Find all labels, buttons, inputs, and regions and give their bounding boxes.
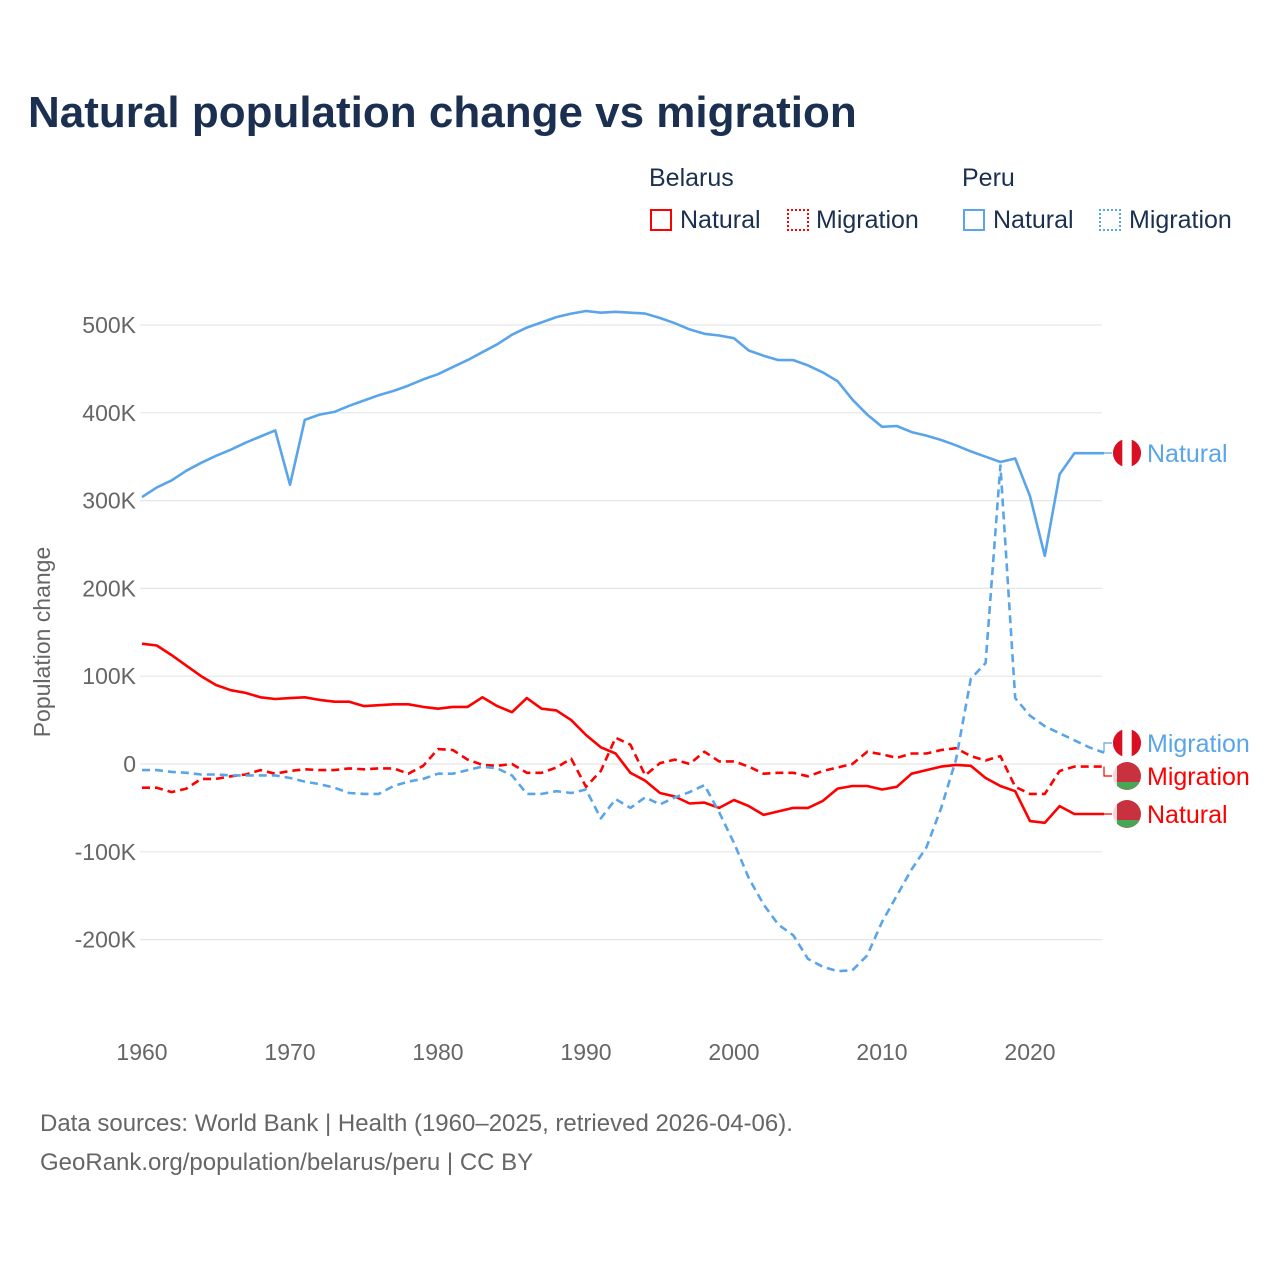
- series-end-label: Migration: [1147, 763, 1250, 791]
- y-tick-label: 100K: [82, 663, 136, 689]
- x-tick-label: 2020: [1004, 1039, 1055, 1065]
- legend-swatch-peru-natural: [963, 209, 985, 231]
- y-tick-label: -200K: [75, 927, 137, 953]
- series-line-peru-migration: [142, 464, 1105, 973]
- x-tick-label: 1970: [264, 1039, 315, 1065]
- source-line-2[interactable]: GeoRank.org/population/belarus/peru | CC…: [40, 1149, 534, 1176]
- flag-stripe: [1131, 729, 1142, 757]
- series-line-belarus-migration: [142, 736, 1104, 796]
- x-tick-label: 1990: [560, 1039, 611, 1065]
- flag-stripe: [1114, 820, 1140, 828]
- y-tick-label: 300K: [82, 488, 136, 514]
- legend-group-peru: Peru: [962, 164, 1015, 192]
- x-tick-label: 2010: [856, 1039, 907, 1065]
- y-tick-label: 500K: [82, 312, 136, 338]
- flag-stripe: [1131, 439, 1142, 467]
- y-tick-label: 400K: [82, 400, 136, 426]
- belarus-flag-icon: [1113, 800, 1141, 828]
- flag-stripe: [1114, 782, 1140, 790]
- peru-flag-icon: [1112, 729, 1142, 757]
- label-connector: [1103, 766, 1112, 777]
- x-tick-label: 1960: [116, 1039, 167, 1065]
- x-tick-label: 1980: [412, 1039, 463, 1065]
- legend-item-belarus-migration[interactable]: Migration: [816, 206, 919, 234]
- legend-item-peru-migration[interactable]: Migration: [1129, 206, 1232, 234]
- series-line-peru-natural: [141, 309, 1104, 558]
- series-line-belarus-natural: [141, 642, 1104, 825]
- y-tick-label: 0: [123, 751, 136, 777]
- y-tick-label: 200K: [82, 575, 136, 601]
- belarus-flag-icon: [1113, 762, 1141, 790]
- y-axis-label: Population change: [29, 547, 55, 738]
- legend-swatch-belarus-natural: [650, 209, 672, 231]
- flag-ornament: [1113, 764, 1117, 788]
- series-end-label: Natural: [1147, 440, 1228, 468]
- legend-group-belarus: Belarus: [649, 164, 734, 192]
- peru-flag-icon: [1112, 439, 1142, 467]
- series-end-label: Migration: [1147, 730, 1250, 758]
- legend-item-peru-natural[interactable]: Natural: [993, 206, 1074, 234]
- legend-swatch-belarus-migration: [787, 209, 809, 231]
- legend-item-belarus-natural[interactable]: Natural: [680, 206, 761, 234]
- legend-swatch-peru-migration: [1099, 209, 1121, 231]
- series-end-label: Natural: [1147, 801, 1228, 829]
- y-tick-label: -100K: [75, 839, 137, 865]
- label-connector: [1103, 742, 1112, 753]
- flag-stripe: [1112, 439, 1123, 467]
- chart-title: Natural population change vs migration: [28, 88, 857, 137]
- x-tick-label: 2000: [708, 1039, 759, 1065]
- flag-stripe: [1112, 729, 1123, 757]
- source-line-1: Data sources: World Bank | Health (1960–…: [40, 1110, 793, 1137]
- flag-ornament: [1113, 802, 1117, 826]
